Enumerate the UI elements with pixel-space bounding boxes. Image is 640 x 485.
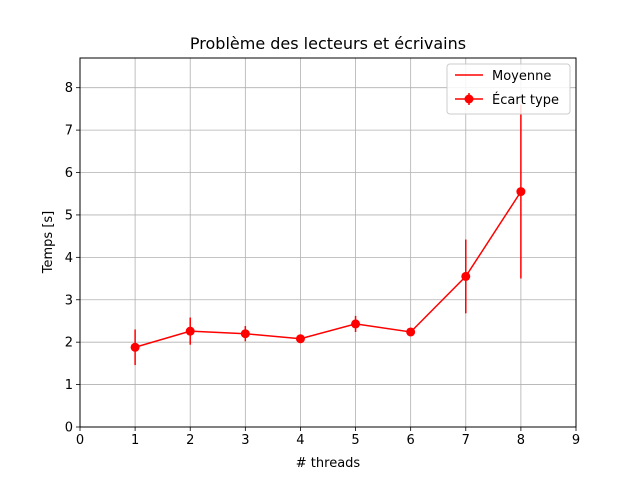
legend-marker-swatch (464, 94, 474, 104)
y-axis-ticks: 0 1 2 3 4 5 6 7 8 (65, 81, 80, 436)
y-tick-label: 3 (65, 293, 73, 308)
y-tick-label: 8 (65, 81, 73, 96)
x-tick-label: 0 (76, 433, 84, 448)
y-tick-label: 1 (65, 378, 73, 393)
x-axis-ticks: 0 1 2 3 4 5 6 7 8 9 (76, 427, 580, 448)
x-tick-label: 4 (296, 433, 304, 448)
x-axis-label: # threads (296, 456, 361, 471)
x-tick-label: 6 (407, 433, 415, 448)
data-point-marker (130, 342, 140, 352)
y-axis-label: Temps [s] (41, 211, 56, 274)
data-point-marker (516, 187, 526, 197)
y-tick-label: 6 (65, 166, 73, 181)
x-tick-label: 2 (186, 433, 194, 448)
legend-box (446, 63, 571, 115)
x-tick-label: 7 (462, 433, 470, 448)
plot-frame (79, 57, 577, 428)
series-line (134, 191, 522, 348)
x-tick-label: 8 (517, 433, 525, 448)
y-tick-label: 7 (65, 124, 73, 139)
y-tick-label: 0 (65, 421, 73, 436)
x-tick-label: 3 (241, 433, 249, 448)
y-tick-label: 5 (65, 208, 73, 223)
x-tick-label: 1 (131, 433, 139, 448)
x-tick-label: 9 (572, 433, 580, 448)
data-point-marker (185, 326, 195, 336)
chart-title: Problème des lecteurs et écrivains (190, 34, 466, 53)
x-tick-label: 5 (351, 433, 359, 448)
y-tick-label: 2 (65, 336, 73, 351)
legend: Moyenne Écart type (446, 63, 571, 115)
legend-entry-moyenne: Moyenne (492, 69, 551, 84)
moyenne-line (134, 191, 522, 348)
data-markers (130, 187, 526, 352)
data-point-marker (461, 271, 471, 281)
data-point-marker (351, 319, 361, 329)
data-point-marker (295, 334, 305, 344)
legend-entry-ecart-type: Écart type (492, 92, 559, 108)
data-point-marker (240, 329, 250, 339)
y-tick-label: 4 (65, 251, 73, 266)
data-point-marker (406, 327, 416, 337)
